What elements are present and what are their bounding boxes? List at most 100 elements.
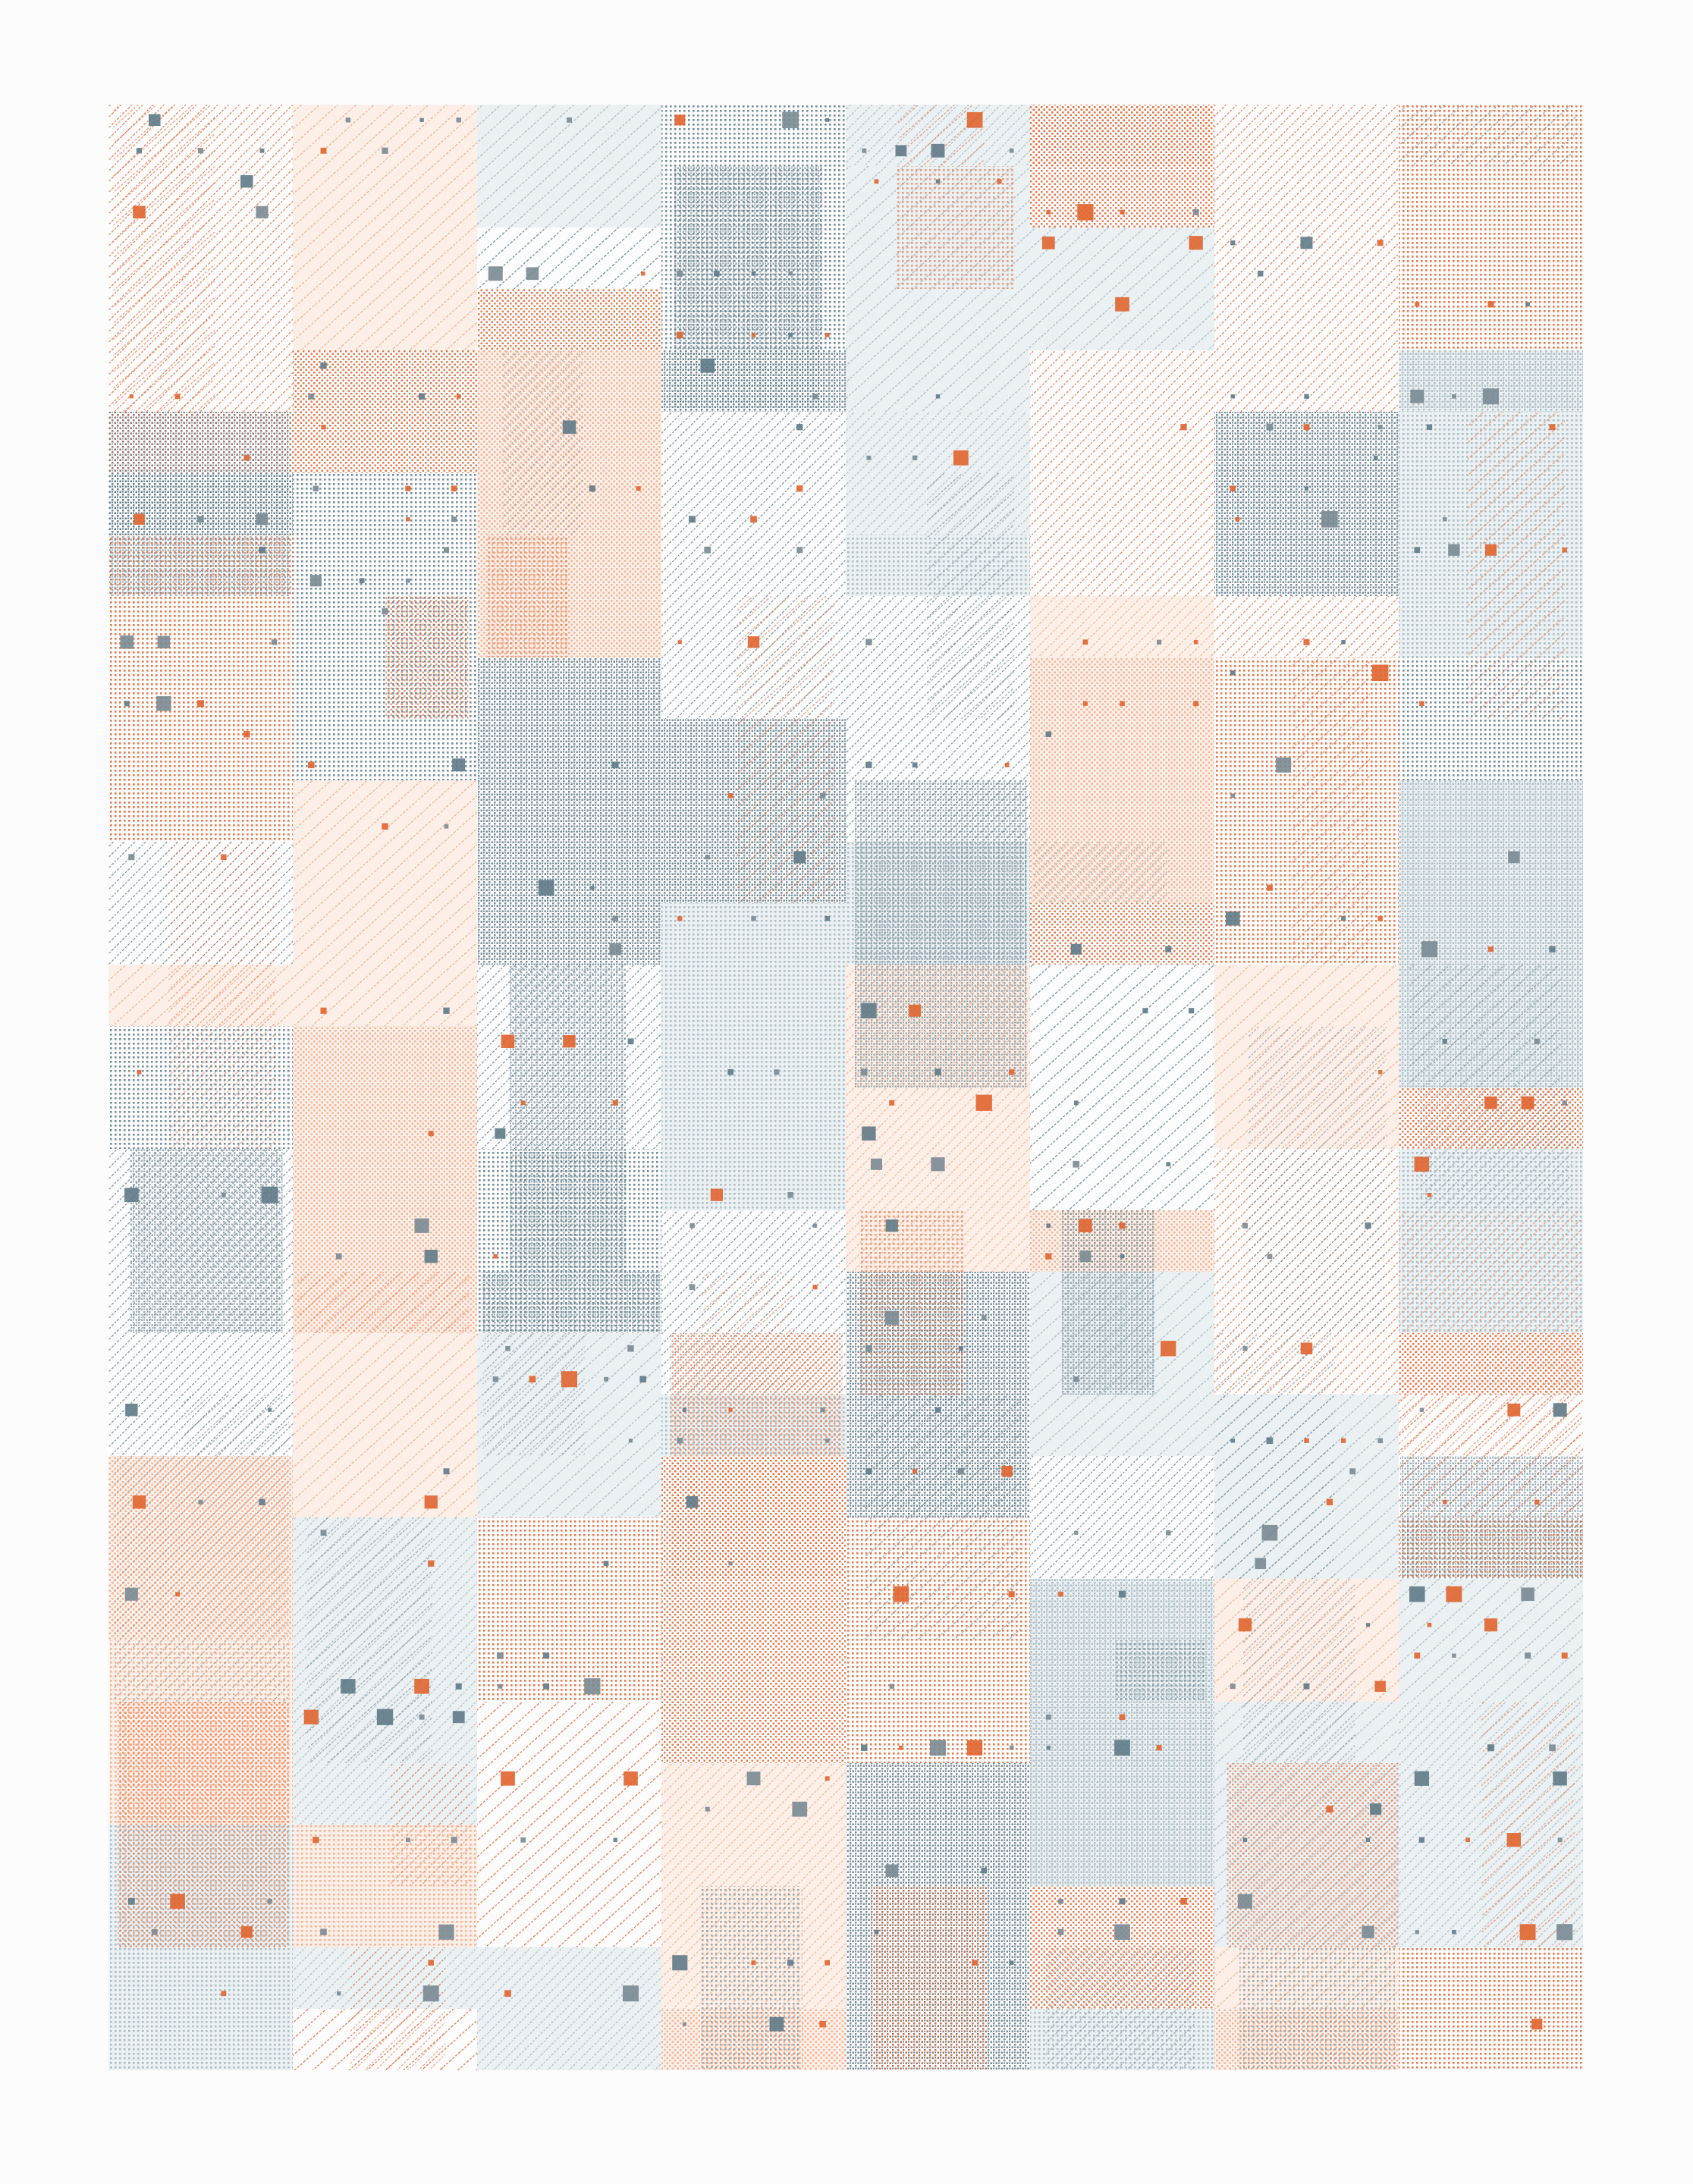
square-marker: [934, 1068, 941, 1076]
overlay-block: [117, 1702, 290, 1947]
overlay-block: [701, 1886, 803, 2070]
overlay-block: [1399, 1210, 1581, 1456]
square-marker: [428, 1960, 434, 1966]
square-marker: [1192, 209, 1199, 215]
square-marker: [1448, 544, 1460, 556]
tint-block: [477, 105, 661, 228]
square-marker: [1001, 1466, 1013, 1477]
square-marker: [1082, 701, 1088, 706]
square-marker: [677, 270, 683, 277]
square-marker: [677, 640, 682, 645]
square-marker: [1180, 1898, 1187, 1905]
square-marker: [861, 1744, 868, 1751]
square-marker: [1119, 1714, 1126, 1721]
overlay-block: [482, 1333, 585, 1456]
square-marker: [981, 1867, 988, 1874]
square-marker: [1242, 1837, 1248, 1842]
square-marker: [728, 1407, 733, 1412]
square-marker: [796, 547, 803, 554]
square-marker: [935, 394, 941, 399]
pattern-block: [1214, 412, 1399, 596]
square-marker: [677, 1437, 683, 1444]
square-marker: [520, 1837, 526, 1843]
square-marker: [1079, 1250, 1091, 1263]
pattern-block: [1030, 350, 1214, 596]
square-marker: [682, 2022, 686, 2026]
square-marker: [1225, 911, 1240, 926]
square-marker: [796, 424, 803, 431]
pattern-block: [1030, 965, 1214, 1210]
overlay-block: [871, 1886, 988, 2070]
overlay-block: [1249, 1026, 1387, 1333]
square-marker: [1119, 1590, 1126, 1598]
square-marker: [1193, 701, 1199, 707]
square-marker: [1045, 1253, 1052, 1260]
square-marker: [782, 111, 799, 129]
square-marker: [1531, 2019, 1543, 2030]
square-marker: [1009, 1745, 1014, 1750]
square-marker: [320, 1530, 327, 1536]
square-marker: [320, 362, 327, 369]
square-marker: [243, 730, 250, 738]
overlay-block: [1227, 1763, 1399, 1947]
square-marker: [639, 1376, 646, 1383]
square-marker: [455, 1683, 462, 1690]
overlay-block: [168, 842, 276, 1149]
square-marker: [982, 1315, 987, 1320]
square-marker: [335, 1253, 342, 1260]
square-marker: [796, 485, 803, 492]
square-marker: [1120, 209, 1125, 215]
square-marker: [120, 635, 134, 649]
square-marker: [1303, 424, 1310, 431]
square-marker: [1427, 1622, 1432, 1627]
square-marker: [124, 701, 130, 707]
square-marker: [934, 1407, 941, 1413]
square-marker: [1410, 389, 1424, 403]
square-marker: [1230, 394, 1235, 399]
square-marker: [825, 915, 831, 921]
square-marker: [787, 1960, 794, 1966]
square-marker: [529, 1376, 536, 1383]
square-marker: [793, 851, 806, 864]
square-marker: [676, 331, 683, 339]
square-marker: [1553, 1771, 1567, 1786]
square-marker: [1230, 1684, 1236, 1690]
square-marker: [751, 916, 756, 921]
square-marker: [958, 1346, 963, 1351]
square-marker: [268, 1407, 272, 1412]
square-marker: [197, 700, 204, 708]
overlay-block: [865, 1395, 1021, 1640]
square-marker: [613, 1837, 617, 1842]
overlay-block: [896, 166, 1016, 289]
square-marker: [1414, 547, 1421, 554]
tint-block: [661, 903, 846, 1210]
square-marker: [746, 1771, 761, 1786]
square-marker: [359, 578, 365, 584]
square-marker: [443, 1468, 450, 1475]
square-marker: [1119, 1898, 1126, 1905]
square-marker: [1261, 1524, 1278, 1541]
pattern-block: [477, 1702, 661, 1947]
square-marker: [320, 1928, 327, 1936]
square-marker: [341, 1679, 356, 1694]
square-marker: [1507, 1403, 1521, 1417]
square-marker: [321, 425, 326, 430]
tint-block: [293, 105, 477, 350]
square-marker: [788, 333, 793, 337]
overlay-block: [854, 780, 1028, 1087]
square-marker: [567, 117, 572, 123]
square-marker: [320, 147, 327, 154]
square-marker: [825, 1438, 830, 1443]
square-marker: [689, 1223, 695, 1228]
square-marker: [603, 1561, 609, 1567]
square-marker: [1549, 424, 1556, 431]
overlay-block: [113, 1456, 290, 1702]
square-marker: [747, 636, 760, 648]
tint-block: [1399, 1579, 1583, 1702]
square-marker: [628, 1439, 633, 1443]
square-marker: [414, 1218, 429, 1233]
square-marker: [1373, 456, 1378, 460]
square-marker: [1371, 664, 1389, 681]
square-marker: [714, 270, 720, 277]
square-marker: [862, 148, 867, 153]
